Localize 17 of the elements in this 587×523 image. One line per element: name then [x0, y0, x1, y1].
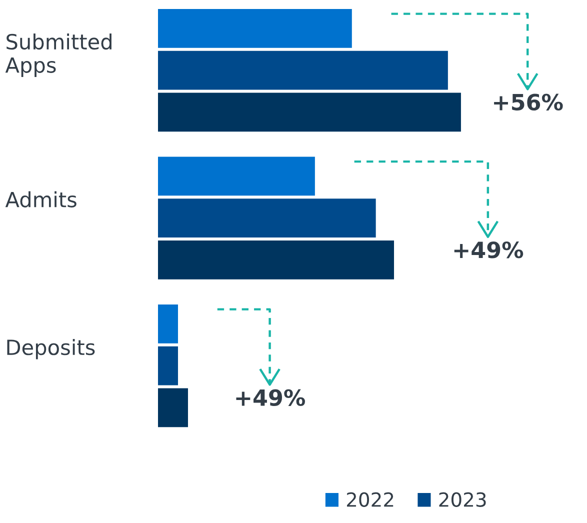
bar — [158, 50, 448, 90]
bar — [158, 304, 178, 344]
bar — [158, 240, 394, 280]
annotation: +49% — [236, 389, 305, 406]
y-tick-label: Deposits — [7, 339, 95, 360]
y-tick-label: Admits — [5, 191, 76, 208]
bar — [158, 92, 461, 132]
bar — [158, 156, 315, 196]
legend-label: 2022 — [346, 492, 394, 507]
bar — [158, 198, 376, 238]
y-tick-label: Submitted Apps — [5, 33, 112, 77]
annotation: +49% — [454, 241, 524, 258]
text: +56% — [494, 94, 563, 111]
bar — [158, 9, 352, 48]
bar — [158, 346, 178, 386]
bar — [158, 388, 188, 428]
legend-label: 2023 — [439, 492, 486, 507]
